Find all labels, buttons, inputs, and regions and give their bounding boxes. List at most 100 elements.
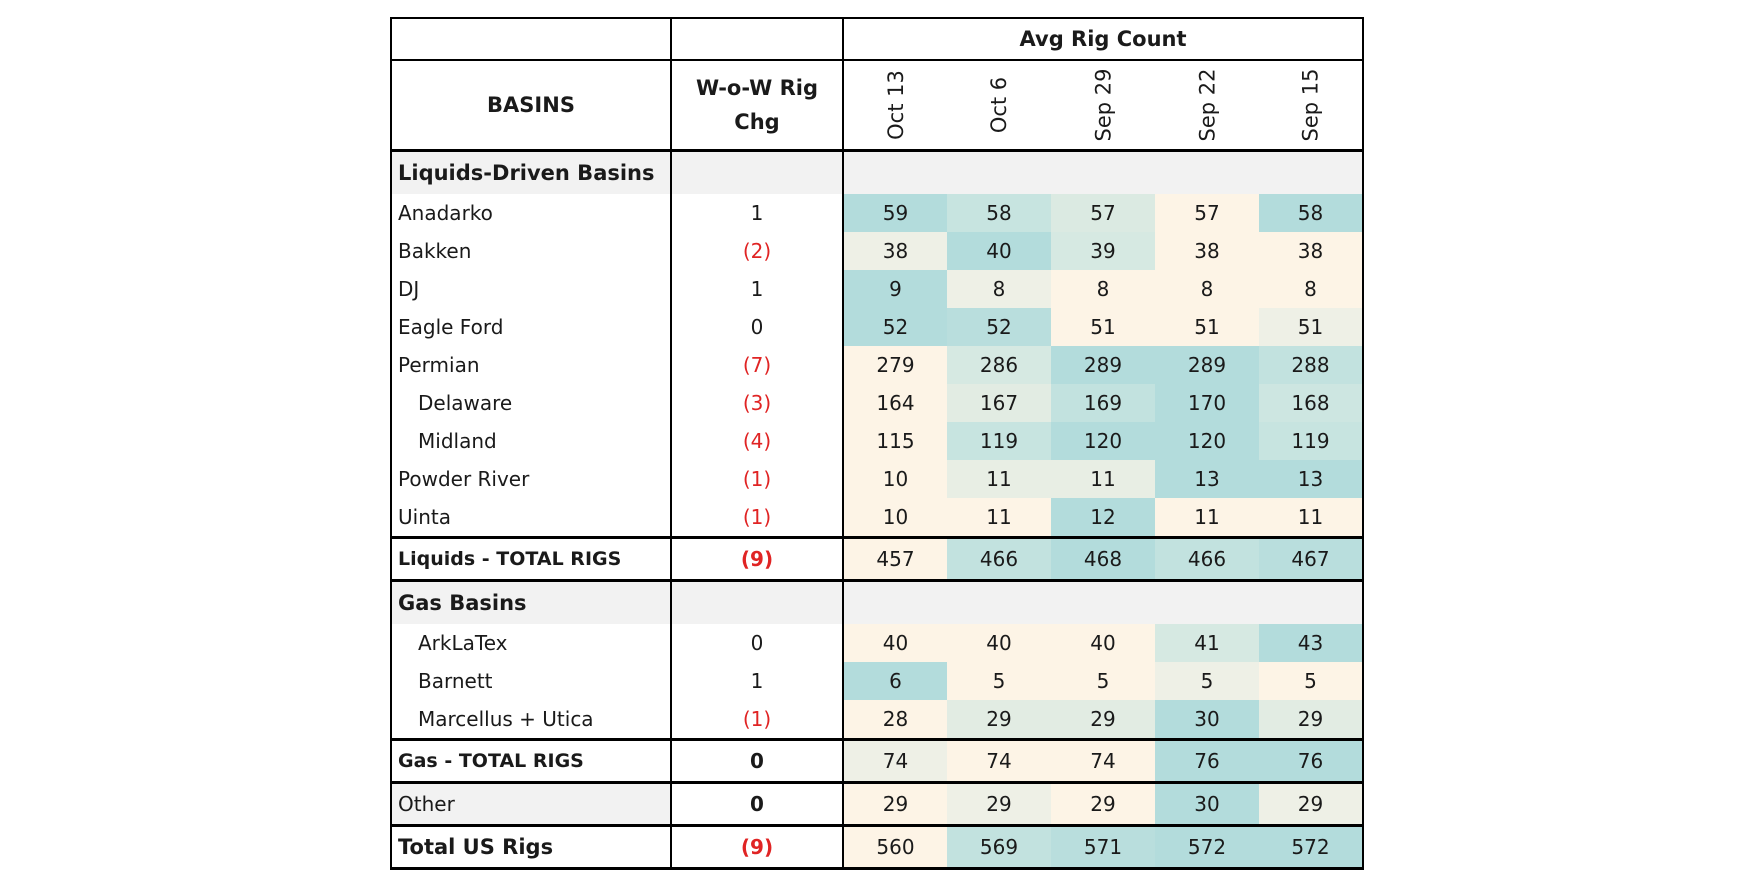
basin-name: Marcellus + Utica (390, 700, 672, 741)
rig-count-value: 119 (947, 422, 1051, 460)
rig-count-value: 5 (1259, 662, 1365, 700)
rig-count-value: 41 (1155, 624, 1259, 662)
basin-name: DJ (390, 270, 672, 308)
rig-count-value: 58 (1259, 194, 1365, 232)
rig-count-value: 74 (843, 738, 947, 784)
rig-count-value: 38 (843, 232, 947, 270)
rig-count-value: 40 (947, 232, 1051, 270)
rig-count-value: 8 (947, 270, 1051, 308)
total-row: Gas - TOTAL RIGS 0 74 74 74 76 76 (390, 738, 1365, 784)
wow-change: 0 (671, 781, 844, 827)
rig-count-value: 120 (1051, 422, 1155, 460)
rig-count-value: 5 (1155, 662, 1259, 700)
rig-count-value: 11 (1051, 460, 1155, 498)
table-row: Eagle Ford 0 52 52 51 51 51 (390, 308, 1365, 346)
rig-count-value: 5 (1051, 662, 1155, 700)
rig-count-value: 28 (843, 700, 947, 741)
rig-count-value: 119 (1259, 422, 1365, 460)
wow-change: (3) (671, 384, 844, 422)
table-row: Permian (7) 279 286 289 289 288 (390, 346, 1365, 384)
basin-name: Bakken (390, 232, 672, 270)
rig-count-value: 288 (1259, 346, 1365, 384)
table-row: Barnett 1 6 5 5 5 5 (390, 662, 1365, 700)
wow-change: 0 (671, 624, 844, 662)
table-row: Bakken (2) 38 40 39 38 38 (390, 232, 1365, 270)
rig-count-value: 51 (1051, 308, 1155, 346)
rig-count-value: 39 (1051, 232, 1155, 270)
wow-header-line2: Chg (734, 110, 780, 134)
rig-count-value: 11 (1259, 498, 1365, 539)
rig-count-value: 29 (947, 700, 1051, 741)
date-header-label: Oct 6 (986, 76, 1011, 134)
rig-count-value: 40 (843, 624, 947, 662)
rig-count-value: 169 (1051, 384, 1155, 422)
wow-change: 1 (671, 194, 844, 232)
rig-count-value: 466 (1155, 536, 1259, 582)
wow-change: 1 (671, 662, 844, 700)
rig-count-value: 8 (1259, 270, 1365, 308)
rig-count-value: 12 (1051, 498, 1155, 539)
rig-count-value: 29 (1259, 700, 1365, 741)
rig-count-value: 76 (1259, 738, 1365, 784)
table-row: Marcellus + Utica (1) 28 29 29 30 29 (390, 700, 1365, 741)
header-row-top: Avg Rig Count (390, 17, 1365, 60)
header-row-sub: BASINS W-o-W Rig Chg Oct 13 Oct 6 Sep 29… (390, 59, 1365, 152)
date-header: Sep 15 (1259, 59, 1365, 152)
section-chg-blank (671, 150, 844, 194)
rig-count-value: 57 (1155, 194, 1259, 232)
header-blank-basins (390, 17, 672, 60)
rig-count-value: 10 (843, 498, 947, 539)
date-header-label: Oct 13 (883, 70, 908, 140)
wow-header-line1: W-o-W Rig (695, 76, 818, 100)
rig-count-value: 167 (947, 384, 1051, 422)
rig-count-value: 9 (843, 270, 947, 308)
table-row: Powder River (1) 10 11 11 13 13 (390, 460, 1365, 498)
date-header: Oct 6 (947, 59, 1051, 152)
wow-change: 0 (671, 308, 844, 346)
wow-change: (1) (671, 460, 844, 498)
section-values-blank (843, 150, 1365, 194)
rig-count-value: 289 (1155, 346, 1259, 384)
rig-count-value: 466 (947, 536, 1051, 582)
rig-count-value: 468 (1051, 536, 1155, 582)
rig-count-value: 51 (1155, 308, 1259, 346)
date-header-label: Sep 29 (1090, 68, 1115, 142)
total-row: Other 0 29 29 29 30 29 (390, 781, 1365, 827)
rig-count-value: 457 (843, 536, 947, 582)
section-row: Liquids-Driven Basins (390, 150, 1365, 194)
basin-name: Midland (390, 422, 672, 460)
basin-name: Liquids - TOTAL RIGS (390, 536, 672, 582)
rig-count-value: 8 (1051, 270, 1155, 308)
date-header: Oct 13 (843, 59, 947, 152)
rig-count-value: 29 (947, 781, 1051, 827)
rig-count-value: 170 (1155, 384, 1259, 422)
total-row: Liquids - TOTAL RIGS (9) 457 466 468 466 467 (390, 536, 1365, 582)
rig-count-value: 279 (843, 346, 947, 384)
rig-count-value: 58 (947, 194, 1051, 232)
basin-name: Uinta (390, 498, 672, 539)
rig-count-value: 38 (1259, 232, 1365, 270)
basin-name: Eagle Ford (390, 308, 672, 346)
wow-change: (1) (671, 498, 844, 539)
basins-header: BASINS (390, 59, 672, 152)
rig-count-value: 467 (1259, 536, 1365, 582)
rig-count-value: 168 (1259, 384, 1365, 422)
rig-count-value: 289 (1051, 346, 1155, 384)
rig-count-value: 5 (947, 662, 1051, 700)
rig-count-value: 43 (1259, 624, 1365, 662)
section-chg-blank (671, 580, 844, 624)
wow-change: 1 (671, 270, 844, 308)
basin-name: Anadarko (390, 194, 672, 232)
basin-name: Permian (390, 346, 672, 384)
table-row: Uinta (1) 10 11 12 11 11 (390, 498, 1365, 539)
section-label: Liquids-Driven Basins (390, 150, 672, 194)
wow-change: (2) (671, 232, 844, 270)
date-header: Sep 29 (1051, 59, 1155, 152)
rig-count-value: 560 (843, 824, 947, 870)
rig-count-value: 286 (947, 346, 1051, 384)
wow-change: (9) (671, 824, 844, 870)
section-label: Gas Basins (390, 580, 672, 624)
section-row: Gas Basins (390, 580, 1365, 624)
basin-name: Powder River (390, 460, 672, 498)
rig-count-table: Avg Rig Count BASINS W-o-W Rig Chg Oct 1… (390, 17, 1365, 870)
